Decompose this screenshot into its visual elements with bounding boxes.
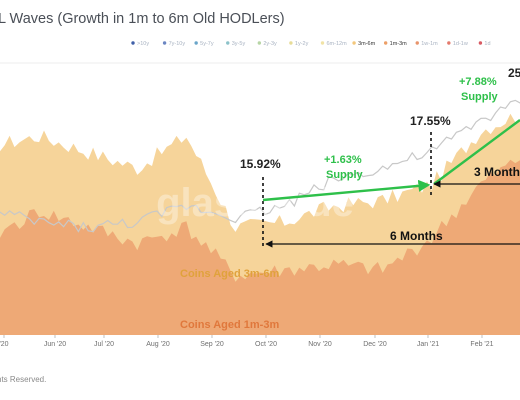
annotation-3-months: 3 Months xyxy=(474,165,520,179)
legend-swatch[interactable] xyxy=(162,41,167,45)
legend-item-label[interactable]: 3m-6m xyxy=(358,41,376,47)
legend-item-label[interactable]: 7y-10y xyxy=(169,41,186,47)
annotation-17-55: 17.55% xyxy=(410,114,451,128)
annotation-supply-change-1: +1.63% xyxy=(324,154,362,166)
legend-item-label[interactable]: 5y-7y xyxy=(200,41,214,47)
x-tick-label: Jan '21 xyxy=(417,341,439,348)
annotation-6-months: 6 Months xyxy=(390,229,443,243)
annotation-25: 25 xyxy=(508,66,520,80)
annotation-coins-1m-3m: Coins Aged 1m-3m xyxy=(180,319,279,331)
legend-swatch[interactable] xyxy=(383,41,388,45)
supply-growth-line-1 xyxy=(262,179,431,202)
legend-item-label[interactable]: 1y-2y xyxy=(295,41,309,47)
annotation-supply-label-1: Supply xyxy=(326,169,364,181)
legend-item-label[interactable]: 1d-1w xyxy=(453,41,468,47)
footer-copyright: hts Reserved. xyxy=(0,375,47,384)
annotation-15-92: 15.92% xyxy=(240,157,281,171)
area-series-1m-3m xyxy=(0,159,520,335)
x-tick-label: Aug '20 xyxy=(146,341,170,348)
annotations: 15.92% 17.55% 25 +1.63% Supply +7.88% Supply 6 … xyxy=(180,66,520,331)
watermark: glassnode xyxy=(156,181,354,225)
plot-area xyxy=(0,99,520,335)
legend-swatch[interactable] xyxy=(415,41,419,45)
annotation-supply-change-2: +7.88% xyxy=(459,76,497,88)
legend: >10y 7y-10y 5y-7y 3y-5y 2y-3y 1y-2y 6m-12m 3m-6… xyxy=(131,41,491,47)
x-tick-label: Oct '20 xyxy=(255,341,277,348)
legend-item-label[interactable]: 1w-1m xyxy=(421,41,438,47)
legend-item-label[interactable]: 6m-12m xyxy=(327,41,348,47)
x-tick-label: Jun '20 xyxy=(44,341,66,348)
annotation-supply-label-2: Supply xyxy=(461,91,499,103)
legend-item-label[interactable]: 1d xyxy=(484,41,490,47)
legend-swatch[interactable] xyxy=(226,41,230,45)
x-axis: '20 Jun '20 Jul '20 Aug '20 Sep '20 Oct '20 No… xyxy=(0,335,494,348)
legend-swatch[interactable] xyxy=(478,41,483,45)
legend-swatch[interactable] xyxy=(194,41,198,45)
legend-item-label[interactable]: 1m-3m xyxy=(390,41,408,47)
legend-swatch[interactable] xyxy=(447,41,451,45)
legend-item-label[interactable]: 3y-5y xyxy=(232,41,246,47)
x-tick-label: Feb '21 xyxy=(470,341,493,348)
x-tick-label: Jul '20 xyxy=(94,341,114,348)
x-tick-label: Sep '20 xyxy=(200,341,224,348)
x-tick-label: Dec '20 xyxy=(363,341,387,348)
supply-growth-line-2 xyxy=(433,119,520,185)
x-tick-label: '20 xyxy=(0,341,9,348)
legend-swatch[interactable] xyxy=(289,41,293,45)
legend-item-label[interactable]: 2y-3y xyxy=(263,41,277,47)
legend-swatch[interactable] xyxy=(320,41,325,45)
legend-swatch[interactable] xyxy=(131,41,135,45)
legend-item-label[interactable]: >10y xyxy=(137,41,149,47)
chart-title: L Waves (Growth in 1m to 6m Old HODLers) xyxy=(0,11,285,27)
annotation-coins-3m-6m: Coins Aged 3m-6m xyxy=(180,268,279,280)
x-tick-label: Nov '20 xyxy=(308,341,332,348)
price-line xyxy=(0,99,520,233)
legend-swatch[interactable] xyxy=(257,41,262,45)
legend-swatch[interactable] xyxy=(352,41,356,45)
